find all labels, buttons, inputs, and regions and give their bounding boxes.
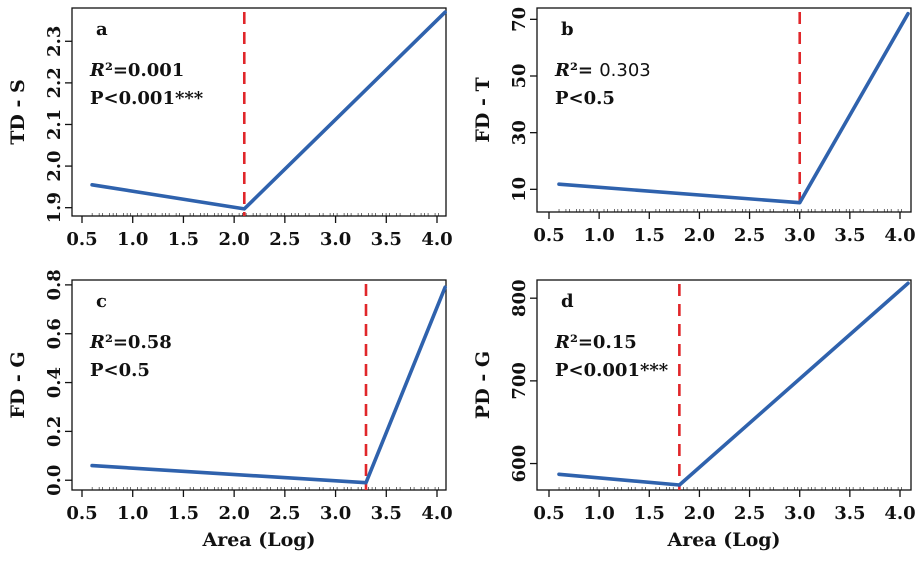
y-tick-label: 700 <box>509 362 530 400</box>
r-squared-label: R²=0.58 <box>89 332 172 353</box>
segmented-fit-line <box>557 281 910 487</box>
plot-frame <box>536 7 912 213</box>
y-axis-title: FD - T <box>472 77 494 142</box>
y-tick-label: 0.8 <box>44 269 65 300</box>
x-tick-label: 1.5 <box>634 503 665 524</box>
panel-a: 0.5 1.0 1.5 2.0 2.5 3.0 3.5 4.0 1.9 2.0 2.1 2.2 2.3 T… <box>7 7 453 250</box>
y-tick-label: 1.9 <box>44 192 65 223</box>
panel-letter: a <box>96 19 108 40</box>
y-tick-label: 2.1 <box>44 109 65 140</box>
x-tick-label: 1.5 <box>168 229 199 250</box>
segmented-fit-line <box>90 285 447 485</box>
r-squared-label: R²=0.001 <box>89 60 184 81</box>
y-tick-label: 0.0 <box>44 465 65 496</box>
x-tick-label: 4.0 <box>884 503 915 524</box>
y-tick-label: 600 <box>509 445 530 483</box>
x-tick-label: 2.5 <box>269 229 300 250</box>
x-tick-label: 2.5 <box>734 503 765 524</box>
x-axis-title: Area (Log) <box>666 529 780 551</box>
x-tick-label: 2.5 <box>269 503 300 524</box>
panel-c: 0.5 1.0 1.5 2.0 2.5 3.0 3.5 4.0 0.0 0.2 0.4 0.6 0.8 F… <box>7 269 453 551</box>
x-tick-label: 1.0 <box>117 503 148 524</box>
panel-letter: d <box>561 291 574 312</box>
r-squared-label: R²=0.15 <box>554 332 637 353</box>
x-tick-label: 4.0 <box>884 225 915 246</box>
panel-b: 0.5 1.0 1.5 2.0 2.5 3.0 3.5 4.0 10 30 50 70 FD - T bR… <box>472 7 916 246</box>
y-tick-label: 2.0 <box>44 150 65 181</box>
x-tick-label: 2.0 <box>218 503 249 524</box>
y-tick-label: 30 <box>509 120 530 145</box>
x-tick-label: 0.5 <box>66 229 97 250</box>
p-value-label: P<0.001*** <box>90 88 204 109</box>
y-axis-title: PD - G <box>472 351 494 419</box>
x-tick-label: 1.0 <box>583 503 614 524</box>
x-tick-label: 3.0 <box>320 229 351 250</box>
x-tick-label: 3.5 <box>371 503 402 524</box>
y-axis-title: TD - S <box>7 79 29 144</box>
x-tick-label: 0.5 <box>533 503 564 524</box>
x-tick-label: 1.0 <box>117 229 148 250</box>
panel-d: 0.5 1.0 1.5 2.0 2.5 3.0 3.5 4.0 600 700 800 PD - G A… <box>472 279 916 551</box>
panel-letter: b <box>561 19 574 40</box>
x-tick-label: 4.0 <box>421 503 452 524</box>
x-tick-label: 4.0 <box>421 229 452 250</box>
x-tick-label: 1.5 <box>634 225 665 246</box>
p-value-label: P<0.5 <box>90 360 150 381</box>
y-tick-label: 0.4 <box>44 367 65 398</box>
x-tick-label: 2.0 <box>218 229 249 250</box>
y-tick-label: 0.6 <box>44 318 65 349</box>
y-tick-label: 70 <box>509 7 530 32</box>
x-tick-label: 1.5 <box>168 503 199 524</box>
x-tick-label: 3.5 <box>834 225 865 246</box>
plot-frame <box>71 7 447 217</box>
y-tick-label: 0.2 <box>44 416 65 447</box>
x-tick-label: 3.0 <box>784 225 815 246</box>
p-value-label: P<0.001*** <box>555 360 669 381</box>
x-tick-label: 2.5 <box>734 225 765 246</box>
x-tick-label: 3.0 <box>320 503 351 524</box>
segmented-fit-line <box>557 11 910 205</box>
y-tick-label: 2.2 <box>44 67 65 98</box>
y-tick-label: 50 <box>509 63 530 88</box>
x-tick-label: 2.0 <box>684 225 715 246</box>
x-tick-label: 2.0 <box>684 503 715 524</box>
p-value-label: P<0.5 <box>555 88 615 109</box>
panel-letter: c <box>96 291 107 312</box>
y-tick-label: 800 <box>509 279 530 317</box>
x-tick-label: 3.5 <box>834 503 865 524</box>
plot-frame <box>71 279 447 491</box>
x-tick-label: 3.0 <box>784 503 815 524</box>
x-tick-label: 3.5 <box>371 229 402 250</box>
x-tick-label: 0.5 <box>66 503 97 524</box>
r-squared-label: R²= 0.303 <box>554 60 651 81</box>
y-axis-title: FD - G <box>7 351 29 418</box>
plot-frame <box>536 279 912 491</box>
segmented-fit-line <box>90 10 447 211</box>
x-tick-label: 0.5 <box>533 225 564 246</box>
x-tick-label: 1.0 <box>583 225 614 246</box>
y-tick-label: 2.3 <box>44 26 65 57</box>
x-axis-title: Area (Log) <box>201 529 315 551</box>
y-tick-label: 10 <box>509 177 530 202</box>
